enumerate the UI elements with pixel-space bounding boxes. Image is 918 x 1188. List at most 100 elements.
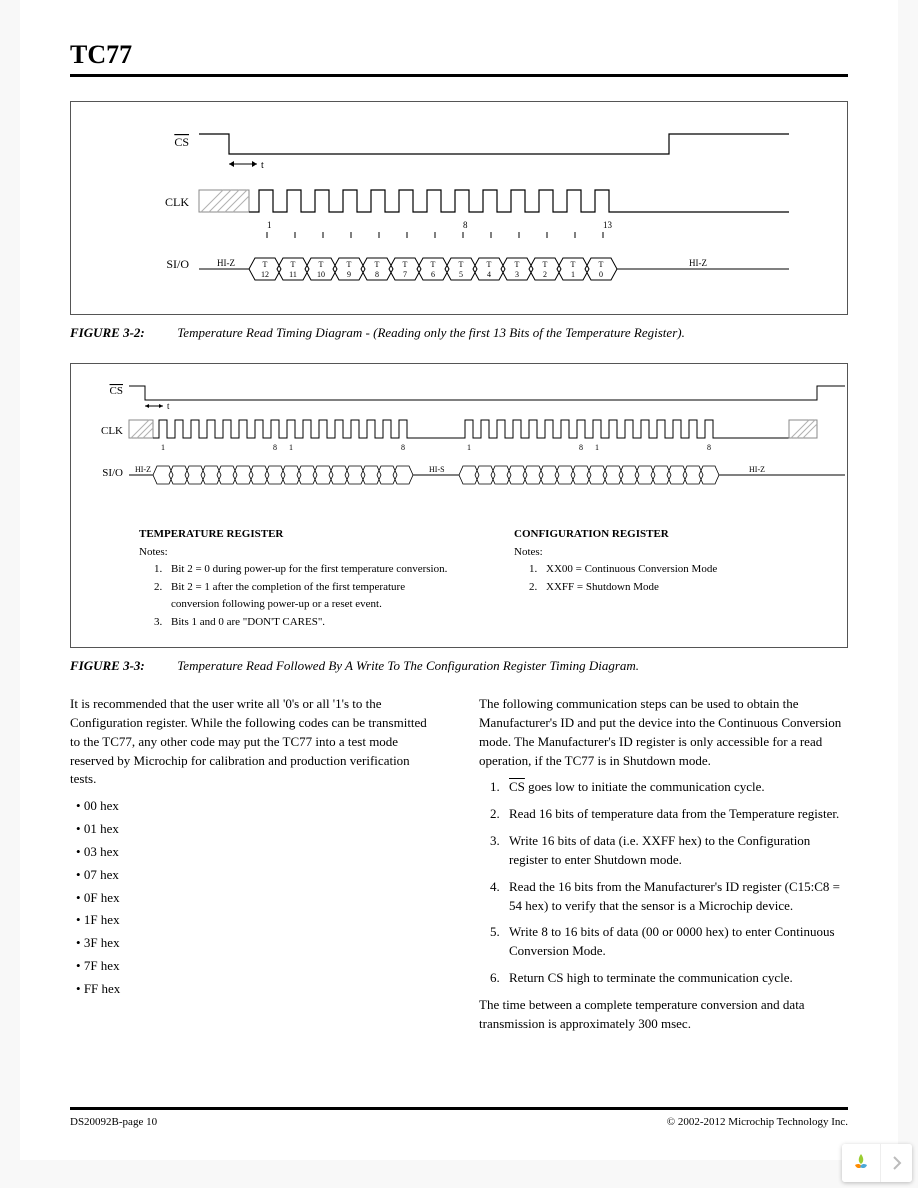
svg-text:CLK: CLK bbox=[101, 425, 123, 437]
svg-text:HI-Z: HI-Z bbox=[217, 258, 235, 268]
svg-text:4: 4 bbox=[487, 270, 491, 279]
sio-label: SI/O bbox=[166, 257, 189, 271]
footer-right: © 2002-2012 Microchip Technology Inc. bbox=[667, 1116, 848, 1128]
temp-note-3: Bits 1 and 0 are "DON'T CARES". bbox=[165, 614, 454, 631]
step-item: Write 8 to 16 bits of data (00 or 0000 h… bbox=[503, 923, 848, 961]
svg-text:HI-S: HI-S bbox=[429, 465, 445, 474]
svg-text:8: 8 bbox=[707, 443, 711, 452]
svg-text:T: T bbox=[459, 260, 464, 269]
svg-text:HI-Z: HI-Z bbox=[689, 258, 707, 268]
temp-note-2: Bit 2 = 1 after the completion of the fi… bbox=[165, 579, 454, 612]
hex-item: FF hex bbox=[76, 980, 439, 999]
datasheet-page: TC77 CS t CLK bbox=[20, 0, 898, 1160]
step-item: Write 16 bits of data (i.e. XXFF hex) to… bbox=[503, 832, 848, 870]
right-column: The following communication steps can be… bbox=[479, 695, 848, 1042]
figure-label: FIGURE 3-2: bbox=[70, 325, 145, 340]
svg-text:T: T bbox=[291, 260, 296, 269]
svg-text:T: T bbox=[347, 260, 352, 269]
temp-reg-title: TEMPERATURE REGISTER bbox=[139, 526, 454, 543]
hex-code-list: 00 hex 01 hex 03 hex 07 hex 0F hex 1F he… bbox=[70, 797, 439, 999]
left-intro: It is recommended that the user write al… bbox=[70, 695, 439, 789]
svg-text:9: 9 bbox=[347, 270, 351, 279]
left-column: It is recommended that the user write al… bbox=[70, 695, 439, 1042]
svg-text:T: T bbox=[487, 260, 492, 269]
svg-text:T: T bbox=[319, 260, 324, 269]
temp-register-notes: TEMPERATURE REGISTER Notes: Bit 2 = 0 du… bbox=[139, 526, 454, 633]
svg-text:7: 7 bbox=[403, 270, 407, 279]
timing-diagram-33: CS t CLK 1818 1818 SI/O HI-Z bbox=[89, 378, 849, 508]
svg-text:CS: CS bbox=[110, 385, 123, 397]
config-register-notes: CONFIGURATION REGISTER Notes: XX00 = Con… bbox=[514, 526, 829, 633]
svg-text:T: T bbox=[515, 260, 520, 269]
svg-text:T: T bbox=[543, 260, 548, 269]
hex-item: 0F hex bbox=[76, 889, 439, 908]
svg-text:11: 11 bbox=[289, 270, 297, 279]
timing-diagram-32: CS t CLK 1 8 13 bbox=[89, 116, 809, 296]
step-item: Return CS high to terminate the communic… bbox=[503, 969, 848, 988]
svg-text:2: 2 bbox=[543, 270, 547, 279]
conf-note-2: XXFF = Shutdown Mode bbox=[540, 579, 829, 596]
figure-text: Temperature Read Timing Diagram - (Readi… bbox=[177, 325, 685, 340]
page-header: TC77 bbox=[70, 40, 848, 77]
figure-3-2-caption: FIGURE 3-2: Temperature Read Timing Diag… bbox=[70, 323, 848, 343]
svg-text:SI/O: SI/O bbox=[102, 467, 123, 479]
hex-item: 01 hex bbox=[76, 820, 439, 839]
svg-text:T: T bbox=[263, 260, 268, 269]
clk-label: CLK bbox=[165, 195, 189, 209]
svg-text:1: 1 bbox=[571, 270, 575, 279]
svg-text:1: 1 bbox=[595, 443, 599, 452]
hex-item: 07 hex bbox=[76, 866, 439, 885]
footer-left: DS20092B-page 10 bbox=[70, 1116, 157, 1128]
figure-label: FIGURE 3-3: bbox=[70, 658, 145, 673]
hex-item: 1F hex bbox=[76, 911, 439, 930]
svg-text:T: T bbox=[599, 260, 604, 269]
conf-reg-title: CONFIGURATION REGISTER bbox=[514, 526, 829, 543]
hex-item: 7F hex bbox=[76, 957, 439, 976]
svg-text:T: T bbox=[571, 260, 576, 269]
tcsc-label: t bbox=[261, 160, 264, 171]
svg-text:8: 8 bbox=[375, 270, 379, 279]
step-item: CS goes low to initiate the communicatio… bbox=[503, 778, 848, 797]
step-item: Read the 16 bits from the Manufacturer's… bbox=[503, 878, 848, 916]
svg-text:8: 8 bbox=[463, 220, 468, 230]
svg-text:T: T bbox=[431, 260, 436, 269]
nav-logo-icon[interactable] bbox=[842, 1144, 880, 1182]
svg-text:3: 3 bbox=[515, 270, 519, 279]
page-footer: DS20092B-page 10 © 2002-2012 Microchip T… bbox=[70, 1107, 848, 1128]
svg-text:8: 8 bbox=[401, 443, 405, 452]
svg-text:1: 1 bbox=[267, 220, 272, 230]
temp-note-1: Bit 2 = 0 during power-up for the first … bbox=[165, 561, 454, 578]
svg-text:1: 1 bbox=[289, 443, 293, 452]
step-item: Read 16 bits of temperature data from th… bbox=[503, 805, 848, 824]
svg-text:5: 5 bbox=[459, 270, 463, 279]
svg-text:t: t bbox=[167, 401, 170, 411]
right-outro: The time between a complete temperature … bbox=[479, 996, 848, 1034]
svg-text:12: 12 bbox=[261, 270, 269, 279]
svg-text:8: 8 bbox=[579, 443, 583, 452]
notes-label: Notes: bbox=[139, 544, 454, 561]
communication-steps: CS goes low to initiate the communicatio… bbox=[479, 778, 848, 988]
part-number: TC77 bbox=[70, 40, 132, 69]
figure-text: Temperature Read Followed By A Write To … bbox=[177, 658, 639, 673]
conf-note-1: XX00 = Continuous Conversion Mode bbox=[540, 561, 829, 578]
svg-text:T: T bbox=[375, 260, 380, 269]
right-intro: The following communication steps can be… bbox=[479, 695, 848, 770]
svg-text:6: 6 bbox=[431, 270, 435, 279]
figure-3-3-caption: FIGURE 3-3: Temperature Read Followed By… bbox=[70, 656, 848, 676]
svg-text:10: 10 bbox=[317, 270, 325, 279]
svg-text:HI-Z: HI-Z bbox=[749, 465, 765, 474]
hex-item: 00 hex bbox=[76, 797, 439, 816]
cs-label: CS bbox=[174, 135, 189, 149]
svg-text:HI-Z: HI-Z bbox=[135, 465, 151, 474]
page-nav-widget[interactable] bbox=[842, 1144, 912, 1182]
next-page-button[interactable] bbox=[880, 1144, 912, 1182]
figure-3-2-box: CS t CLK 1 8 13 bbox=[70, 101, 848, 315]
svg-text:13: 13 bbox=[603, 220, 613, 230]
svg-text:0: 0 bbox=[599, 270, 603, 279]
register-notes-section: TEMPERATURE REGISTER Notes: Bit 2 = 0 du… bbox=[89, 526, 829, 633]
notes-label: Notes: bbox=[514, 544, 829, 561]
svg-text:1: 1 bbox=[161, 443, 165, 452]
figure-3-3-box: CS t CLK 1818 1818 SI/O HI-Z bbox=[70, 363, 848, 648]
svg-text:T: T bbox=[403, 260, 408, 269]
svg-text:1: 1 bbox=[467, 443, 471, 452]
